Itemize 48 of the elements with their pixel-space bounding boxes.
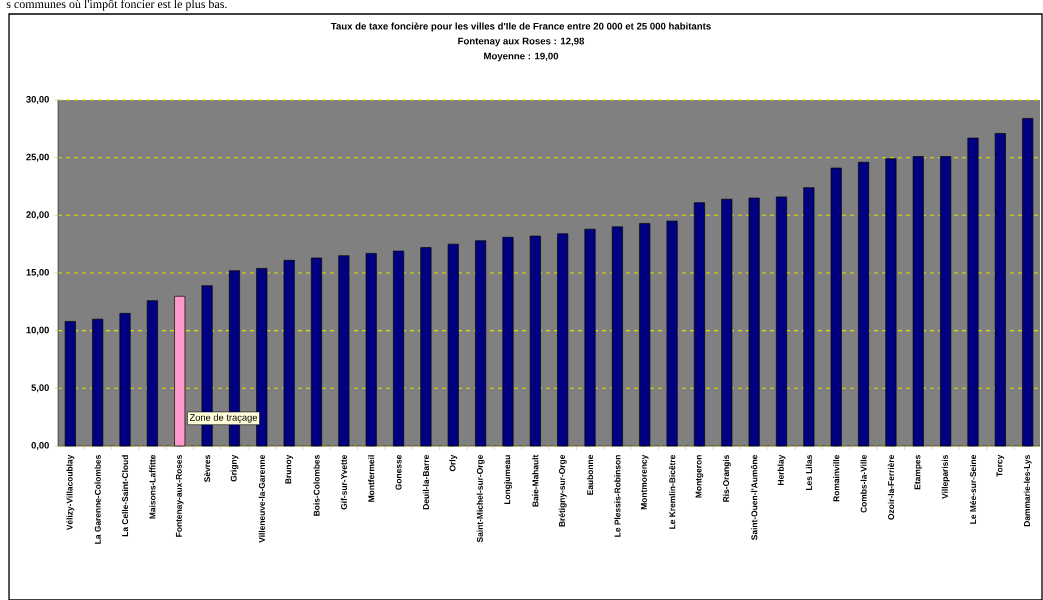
x-tick-label: Villeneuve-la-Garenne xyxy=(258,454,265,543)
x-tick-label: Brétigny-sur-Orge xyxy=(558,454,567,527)
x-tick-label: Grigny xyxy=(230,454,239,482)
x-tick-label: Brunoy xyxy=(285,454,293,484)
x-tick-label: Orly xyxy=(449,454,458,472)
x-tick-label: Le Kremlin-Bicêtre xyxy=(668,454,676,529)
y-tick-label: 30,00 xyxy=(26,96,49,104)
text: Moyenne : 19,00 xyxy=(484,52,559,62)
x-tick-label: Gif-sur-Yvette xyxy=(340,454,347,510)
x-tick-label: Les Lilas xyxy=(805,455,812,491)
x-tick-label: Le Mée-sur-Seine xyxy=(969,454,977,524)
y-tick-label: 10,00 xyxy=(26,326,49,335)
chart-subtitle: Fontenay aux Roses : 12,98 xyxy=(458,37,585,47)
y-tick-label: 15,00 xyxy=(26,269,49,277)
x-tick-label: Torcy xyxy=(996,454,1005,477)
x-tick-label: Romainville xyxy=(833,454,840,502)
x-tick-label: Longjumeau xyxy=(504,455,512,505)
x-tick-label: La Celle-Saint-Cloud xyxy=(121,455,129,537)
x-tick-label: Deuil-la-Barre xyxy=(422,454,429,510)
x-tick-label: Dammarie-les-Lys xyxy=(1023,455,1032,527)
x-tick-label: Le Plessis-Robinson xyxy=(614,455,621,537)
x-tick-label: Fontenay-aux-Roses xyxy=(175,455,184,537)
x-tick-label: Bois-Colombes xyxy=(313,455,320,516)
x-tick-label: Montmorency xyxy=(640,454,649,510)
x-tick-label: Etampes xyxy=(914,455,923,490)
x-tick-label: Eaubonne xyxy=(586,454,594,495)
x-tick-label: Villeparisis xyxy=(941,455,950,499)
y-tick-label: 0,00 xyxy=(31,442,49,450)
x-tick-label: Saint-Michel-sur-Orge xyxy=(476,454,485,543)
x-tick-label: Baie-Mahault xyxy=(532,454,539,507)
y-tick-label: 5,00 xyxy=(31,384,49,393)
x-tick-label: Herblay xyxy=(777,454,786,485)
y-tick-label: 20,00 xyxy=(26,211,49,220)
y-tick-label: 25,00 xyxy=(26,153,49,162)
x-tick-label: Montgeron xyxy=(695,455,704,498)
x-tick-label: Sèvres xyxy=(203,455,211,482)
x-tick-label: Ris-Orangis xyxy=(722,455,731,502)
chart-title: Taux de taxe foncière pour les villes d'Ile de France entre 20 000 et 25 000 habitants xyxy=(330,22,711,32)
x-tick-label: Saint-Ouen-l'Aumône xyxy=(750,454,758,540)
x-tick-label: La Garenne-Colombes xyxy=(94,455,101,544)
x-tick-label: Vélizy-Villacoublay xyxy=(66,454,75,531)
x-tick-label: Gonesse xyxy=(395,454,402,490)
x-tick-label: Maisons-Laffitte xyxy=(149,454,156,519)
x-tick-label: Combs-la-Ville xyxy=(860,454,867,513)
x-tick-label: Ozoir-la-Ferrière xyxy=(887,454,895,520)
annotation: Zone de traçage xyxy=(189,413,258,423)
text: s communes où l'impôt foncier est le plus bas. xyxy=(6,0,227,11)
x-tick-label: Montfermeil xyxy=(368,455,375,502)
